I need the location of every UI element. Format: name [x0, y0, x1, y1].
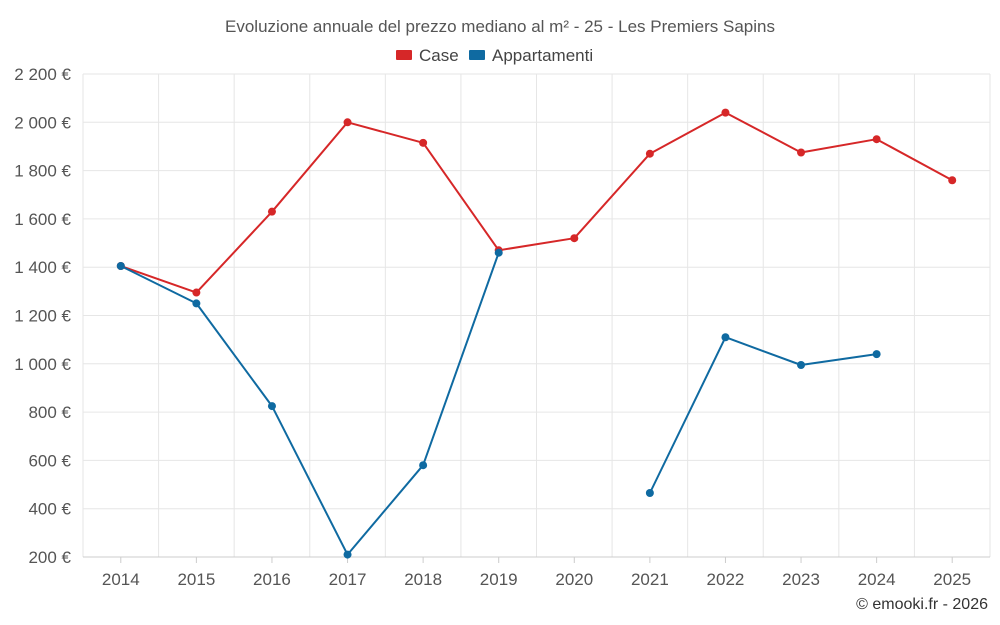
point-case-2017[interactable]: [343, 118, 352, 127]
y-tick-label: 800 €: [28, 403, 71, 422]
legend-item-case[interactable]: Case: [396, 46, 459, 65]
axes: 200 € 400 € 600 € 800 € 1 000 € 1 200 € 1 400 …: [14, 65, 990, 589]
x-tick-label: 2016: [253, 570, 291, 589]
point-appartamenti-2018[interactable]: [419, 461, 428, 470]
y-tick-label: 2 000 €: [14, 113, 71, 132]
y-tick-label: 1 000 €: [14, 355, 71, 374]
y-tick-label: 1 800 €: [14, 162, 71, 181]
legend-label-appartamenti: Appartamenti: [492, 46, 593, 65]
series: [116, 108, 957, 559]
point-appartamenti-2023[interactable]: [797, 361, 806, 370]
point-appartamenti-2019[interactable]: [494, 248, 503, 257]
point-case-2016[interactable]: [267, 207, 276, 216]
legend-item-appartamenti[interactable]: Appartamenti: [469, 46, 593, 65]
y-tick-label: 1 200 €: [14, 307, 71, 326]
point-case-2023[interactable]: [797, 148, 806, 157]
legend-swatch-case: [396, 50, 412, 60]
y-tick-label: 1 400 €: [14, 258, 71, 277]
x-tick-label: 2015: [177, 570, 215, 589]
legend-label-case: Case: [419, 46, 459, 65]
y-tick-label: 600 €: [28, 451, 71, 470]
series-line-case: [119, 111, 954, 294]
point-appartamenti-2014[interactable]: [116, 261, 125, 270]
x-tick-label: 2020: [555, 570, 593, 589]
y-tick-label: 2 200 €: [14, 65, 71, 84]
point-appartamenti-2015[interactable]: [192, 299, 201, 308]
y-tick-label: 400 €: [28, 500, 71, 519]
point-appartamenti-2024[interactable]: [872, 350, 881, 359]
chart-title: Evoluzione annuale del prezzo mediano al…: [225, 17, 775, 36]
point-case-2022[interactable]: [721, 108, 730, 117]
series-line-appartamenti: [119, 251, 500, 556]
y-tick-label: 200 €: [28, 548, 71, 567]
legend: Case Appartamenti: [396, 46, 593, 65]
x-tick-label: 2021: [631, 570, 669, 589]
credit: © emooki.fr - 2026: [856, 596, 988, 613]
x-tick-label: 2022: [707, 570, 745, 589]
y-tick-label: 1 600 €: [14, 210, 71, 229]
legend-swatch-appartamenti: [469, 50, 485, 60]
x-tick-label: 2014: [102, 570, 140, 589]
x-tick-label: 2025: [933, 570, 971, 589]
point-appartamenti-2017[interactable]: [343, 550, 352, 559]
point-case-2025[interactable]: [948, 176, 957, 185]
point-case-2024[interactable]: [872, 135, 881, 144]
x-tick-label: 2024: [858, 570, 896, 589]
series-line-appartamenti: [648, 336, 878, 494]
grid: [82, 73, 991, 557]
series-appartamenti: [116, 248, 881, 559]
point-case-2018[interactable]: [419, 138, 428, 147]
point-case-2020[interactable]: [570, 234, 579, 243]
point-case-2015[interactable]: [192, 288, 201, 297]
x-tick-label: 2023: [782, 570, 820, 589]
point-case-2021[interactable]: [645, 149, 654, 158]
x-tick-label: 2019: [480, 570, 518, 589]
x-tick-label: 2017: [329, 570, 367, 589]
x-tick-label: 2018: [404, 570, 442, 589]
point-appartamenti-2016[interactable]: [267, 402, 276, 411]
point-appartamenti-2021[interactable]: [645, 489, 654, 498]
point-appartamenti-2022[interactable]: [721, 333, 730, 342]
